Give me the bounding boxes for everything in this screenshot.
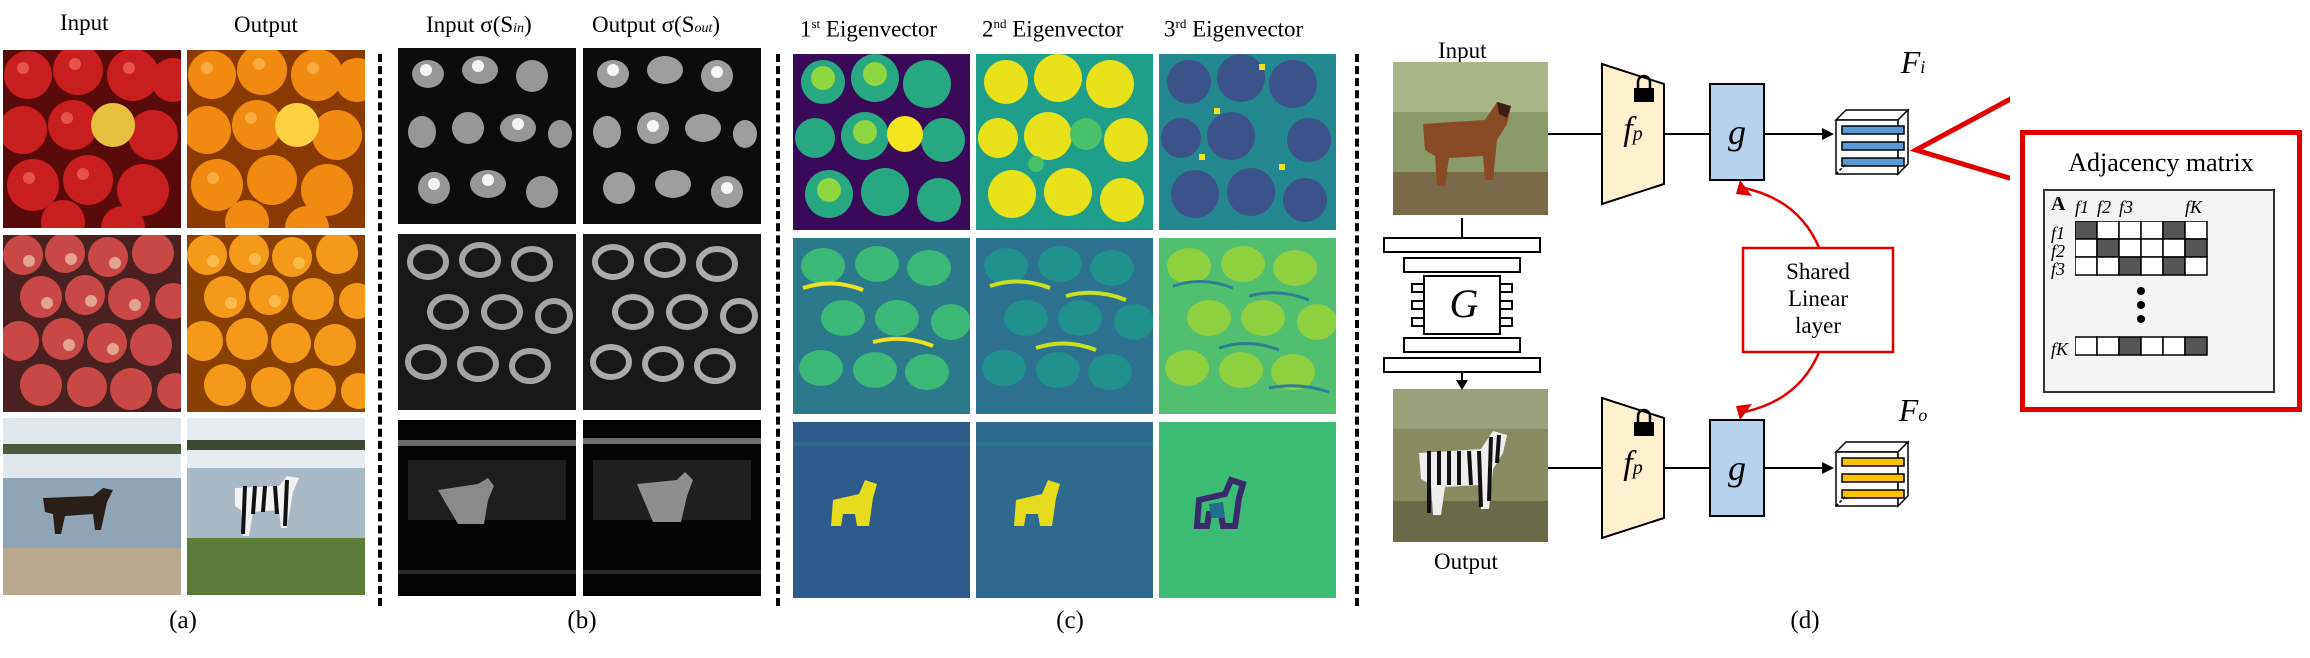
matrix-col-f1: f1 [2075, 197, 2090, 217]
panel-b-caption: (b) [567, 607, 597, 634]
adjacency-matrix-callout: Adjacency matrix A f1 f2 f3 fK f1 f2 f3 … [2020, 130, 2302, 412]
panel-c-caption: (c) [1056, 607, 1084, 634]
separator-ab [378, 54, 382, 606]
matrix-row-fK: fK [2051, 339, 2069, 359]
g-bottom-label: g [1728, 448, 1746, 488]
apples2-output-image [187, 235, 365, 412]
eigvec3-row3 [1159, 422, 1336, 598]
g-top-label: g [1728, 112, 1746, 152]
matrix-col-f3: f3 [2119, 197, 2134, 217]
panel-a-caption: (a) [169, 607, 197, 634]
matrix-row-f3: f3 [2051, 259, 2066, 279]
separator-cd [1355, 54, 1359, 606]
eigvec3-row1 [1159, 54, 1336, 230]
eigvec1-row2 [793, 238, 970, 414]
encoder-fp-bottom-label: fp [1623, 445, 1643, 482]
apples-input-image [3, 50, 181, 228]
eigenvector-3-label: 3rd Eigenvector [1164, 16, 1304, 42]
separator-bc [776, 54, 780, 606]
generator-block [1383, 237, 1541, 373]
shared-linear-layer-label: Shared Linear layer [1786, 259, 1850, 338]
panel-d-output-label: Output [1434, 549, 1498, 574]
lock-icon [1634, 74, 1654, 102]
lock-icon [1634, 408, 1654, 436]
apples-output-image [187, 50, 365, 228]
eigvec2-row3 [976, 422, 1153, 598]
eigenvector-1-label: 1st Eigenvector [800, 16, 938, 42]
eigvec2-row1 [976, 54, 1153, 230]
zebra-output-image [187, 418, 365, 595]
saliency-output-row3 [583, 420, 761, 596]
eigvec2-row2 [976, 238, 1153, 414]
matrix-col-fK: fK [2185, 197, 2203, 217]
zebra-photo [1393, 389, 1548, 542]
matrix-col-f2: f2 [2097, 197, 2112, 217]
fo-label: Fo [1898, 392, 1928, 428]
apples2-input-image [3, 235, 181, 412]
panel-b-input-label: Input σ(Sin) [426, 12, 532, 37]
panel-b-output-label: Output σ(Sout) [592, 12, 721, 37]
horse-input-image [3, 418, 181, 595]
fi-label: Fi [1900, 44, 1926, 80]
matrix-A-label: A [2051, 193, 2066, 215]
g-box-top [1709, 83, 1765, 181]
shared-linear-layer-box [1741, 246, 1895, 354]
eigvec1-row3 [793, 422, 970, 598]
generator-label: G [1449, 281, 1479, 326]
panel-d-input-label: Input [1438, 38, 1487, 63]
horse-photo [1393, 62, 1548, 215]
saliency-input-row3 [398, 420, 576, 596]
saliency-output-row2 [583, 234, 761, 410]
encoder-fp-top-label: fp [1623, 111, 1643, 148]
matrix-row-f1: f1 [2051, 223, 2066, 243]
eigenvector-2-label: 2nd Eigenvector [982, 16, 1124, 42]
feature-block-fo [1834, 440, 1910, 508]
saliency-output-row1 [583, 48, 761, 224]
saliency-input-row1 [398, 48, 576, 224]
eigvec1-row1 [793, 54, 970, 230]
matrix-row-f2: f2 [2051, 241, 2066, 261]
panel-d-caption: (d) [1790, 607, 1820, 634]
architecture-diagram [1383, 62, 2010, 540]
feature-block-fi [1834, 108, 1910, 176]
g-box-bottom [1709, 419, 1765, 517]
matrix-grid [2075, 221, 2208, 356]
panel-a-output-label: Output [234, 12, 298, 37]
adjacency-matrix-title: Adjacency matrix [2068, 148, 2254, 177]
saliency-input-row2 [398, 234, 576, 410]
adjacency-matrix-panel: A f1 f2 f3 fK f1 f2 f3 fK [2043, 189, 2275, 393]
eigvec3-row2 [1159, 238, 1336, 414]
panel-a-input-label: Input [60, 10, 109, 35]
